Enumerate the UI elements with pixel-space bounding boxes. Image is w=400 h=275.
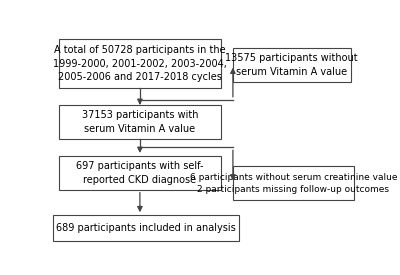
Text: 13575 participants without
serum Vitamin A value: 13575 participants without serum Vitamin… xyxy=(226,53,358,76)
FancyBboxPatch shape xyxy=(53,215,239,241)
Text: 6 participants without serum creatinine value
2 participants missing follow-up o: 6 participants without serum creatinine … xyxy=(190,173,397,194)
Text: 37153 participants with
serum Vitamin A value: 37153 participants with serum Vitamin A … xyxy=(82,110,198,134)
FancyBboxPatch shape xyxy=(233,166,354,200)
FancyBboxPatch shape xyxy=(233,48,351,82)
FancyBboxPatch shape xyxy=(59,39,220,88)
Text: A total of 50728 participants in the
1999-2000, 2001-2002, 2003-2004,
2005-2006 : A total of 50728 participants in the 199… xyxy=(53,45,227,82)
Text: 689 participants included in analysis: 689 participants included in analysis xyxy=(56,223,236,233)
FancyBboxPatch shape xyxy=(59,105,220,139)
Text: 697 participants with self-
reported CKD diagnose: 697 participants with self- reported CKD… xyxy=(76,161,204,185)
FancyBboxPatch shape xyxy=(59,156,220,190)
